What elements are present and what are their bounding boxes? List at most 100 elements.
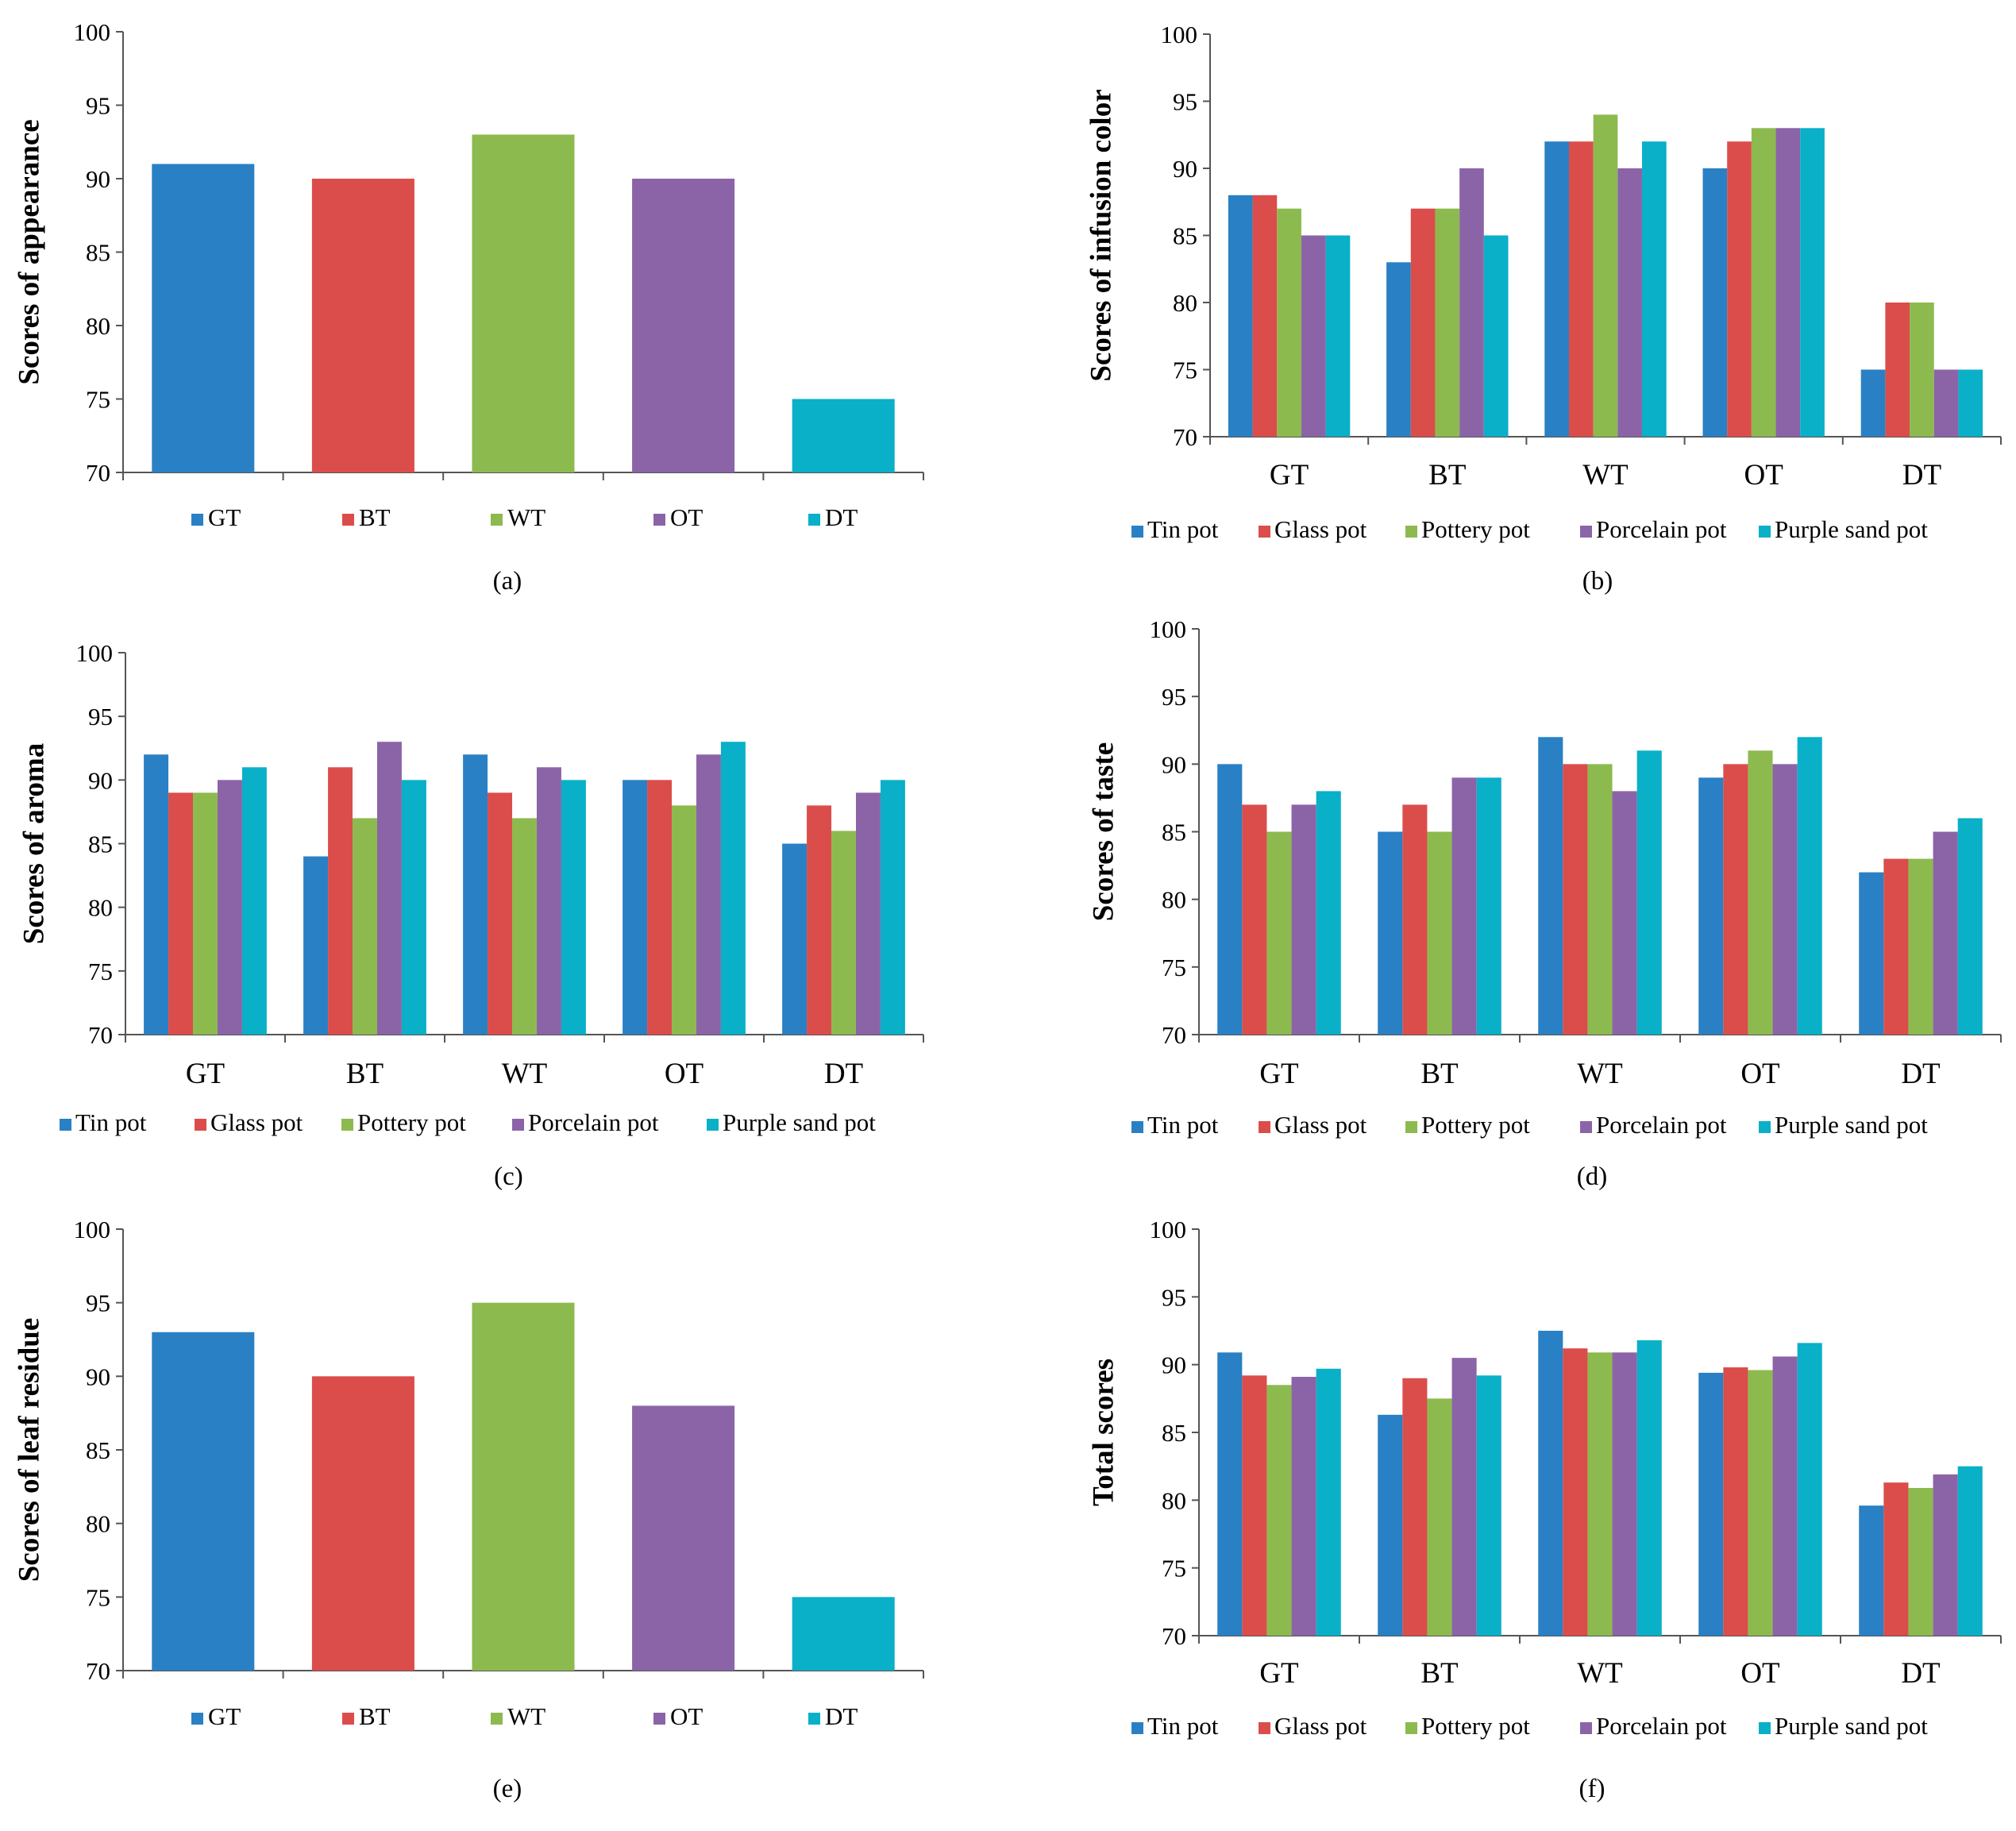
y-tick-label: 95: [1162, 683, 1186, 711]
bar-WT-porcelain-pot: [1617, 168, 1643, 437]
legend-swatch: [342, 514, 354, 526]
y-tick-label: 80: [1173, 289, 1197, 317]
x-category-label: BT: [1420, 1657, 1458, 1690]
bar-DT: [792, 399, 895, 472]
bar-BT-purple-sand-pot: [401, 780, 426, 1035]
bar-BT-porcelain-pot: [376, 742, 402, 1035]
x-category-label: DT: [1902, 459, 1941, 491]
bar-BT: [311, 179, 414, 472]
bar-DT-porcelain-pot: [1933, 1474, 1958, 1636]
y-tick-label: 70: [86, 1657, 110, 1685]
legend-label: Tin pot: [75, 1108, 147, 1136]
bar-OT: [632, 179, 735, 472]
x-category-label: BT: [346, 1058, 384, 1090]
legend-swatch: [1405, 1722, 1417, 1734]
panel-caption: (c): [494, 1162, 523, 1191]
legend-swatch: [653, 514, 665, 526]
bar-BT-glass-pot: [1410, 208, 1436, 437]
bar-WT-glass-pot: [1563, 764, 1588, 1035]
bar-WT-purple-sand-pot: [561, 780, 586, 1035]
bar-WT-glass-pot: [488, 792, 513, 1035]
bar-WT-purple-sand-pot: [1636, 750, 1662, 1035]
bar-WT-purple-sand-pot: [1636, 1340, 1662, 1636]
legend-label: Glass pot: [1274, 1111, 1367, 1139]
bar-BT-purple-sand-pot: [1483, 235, 1509, 437]
bar-BT-purple-sand-pot: [1476, 777, 1501, 1035]
bar-OT-tin-pot: [1698, 777, 1724, 1035]
bar-BT-pottery-pot: [353, 818, 377, 1035]
bar-GT-purple-sand-pot: [1316, 1368, 1341, 1636]
bar-GT-tin-pot: [144, 754, 169, 1035]
bar-GT-glass-pot: [1242, 804, 1267, 1035]
y-tick-label: 85: [86, 239, 110, 267]
y-tick-label: 70: [88, 1021, 113, 1049]
x-category-label: OT: [1744, 459, 1783, 491]
x-category-label: GT: [1270, 459, 1309, 491]
bar-WT-tin-pot: [463, 754, 488, 1035]
bar-OT-porcelain-pot: [1772, 764, 1798, 1035]
bar-OT-glass-pot: [647, 780, 673, 1035]
bar-WT: [472, 1302, 575, 1671]
bar-DT-porcelain-pot: [1933, 831, 1958, 1035]
y-tick-label: 75: [1162, 1555, 1186, 1582]
legend-label: Pottery pot: [1421, 515, 1530, 543]
bar-WT-glass-pot: [1568, 141, 1594, 437]
panel-caption: (b): [1582, 567, 1613, 596]
y-tick-label: 75: [88, 958, 113, 985]
panel-caption: (a): [493, 567, 522, 596]
bar-BT-porcelain-pot: [1451, 1358, 1477, 1636]
bar-BT-glass-pot: [1402, 804, 1428, 1035]
bar-DT-tin-pot: [782, 843, 808, 1035]
legend-label: Porcelain pot: [1596, 1111, 1727, 1139]
bar-GT-porcelain-pot: [1291, 1377, 1316, 1636]
x-category-label: WT: [1577, 1657, 1623, 1690]
panel-f: 70 75 80 85 90 95 100 Total scores GT BT WT OT DT Tin…: [1087, 1216, 2002, 1803]
bar-DT-pottery-pot: [1908, 1487, 1933, 1636]
x-category-label: BT: [1428, 459, 1466, 491]
y-axis-title: Scores of aroma: [17, 743, 50, 944]
bar-WT-porcelain-pot: [1612, 1352, 1637, 1636]
panel-caption: (e): [493, 1775, 522, 1803]
y-tick-label: 100: [1150, 615, 1187, 643]
y-tick-label: 80: [86, 312, 110, 340]
y-tick-label: 90: [1173, 155, 1197, 183]
x-category-label: OT: [1740, 1657, 1779, 1690]
y-tick-label: 100: [1150, 1216, 1187, 1243]
y-tick-label: 85: [86, 1436, 110, 1464]
bar-DT-pottery-pot: [831, 831, 856, 1035]
y-tick-label: 95: [1162, 1283, 1186, 1311]
legend-swatch: [491, 514, 503, 526]
bar-GT-porcelain-pot: [1301, 235, 1326, 437]
bar-BT-tin-pot: [1378, 1414, 1403, 1636]
bar-GT-tin-pot: [1217, 764, 1243, 1035]
legend-label: Purple sand pot: [723, 1108, 876, 1136]
bar-OT-tin-pot: [623, 780, 648, 1035]
bar-OT-porcelain-pot: [696, 754, 721, 1035]
legend-swatch: [808, 1713, 820, 1725]
legend-label: Tin pot: [1147, 1111, 1219, 1139]
legend-label: Pottery pot: [357, 1108, 466, 1136]
y-tick-label: 90: [86, 165, 110, 193]
y-tick-label: 70: [1162, 1021, 1186, 1049]
bar-OT-purple-sand-pot: [1800, 128, 1825, 438]
legend-swatch: [1131, 526, 1143, 538]
bar-WT-porcelain-pot: [1612, 791, 1637, 1035]
bar-OT-glass-pot: [1723, 1367, 1748, 1636]
x-category-label: WT: [1577, 1058, 1623, 1090]
bar-GT-tin-pot: [1217, 1352, 1243, 1636]
bar-DT-glass-pot: [807, 805, 832, 1035]
y-tick-label: 80: [88, 894, 113, 922]
legend-swatch: [1759, 1121, 1771, 1133]
legend-label: DT: [825, 1702, 858, 1730]
legend-swatch: [1259, 526, 1270, 538]
bar-DT-purple-sand-pot: [880, 780, 905, 1035]
legend-label: Glass pot: [1274, 515, 1367, 543]
legend-label: Tin pot: [1147, 515, 1219, 543]
legend-swatch: [191, 1713, 203, 1725]
bar-GT-glass-pot: [1252, 195, 1278, 438]
legend-swatch: [1580, 1121, 1592, 1133]
x-category-label: DT: [1901, 1657, 1940, 1690]
bar-DT-purple-sand-pot: [1958, 369, 1983, 437]
bar-GT-pottery-pot: [1266, 1385, 1292, 1636]
